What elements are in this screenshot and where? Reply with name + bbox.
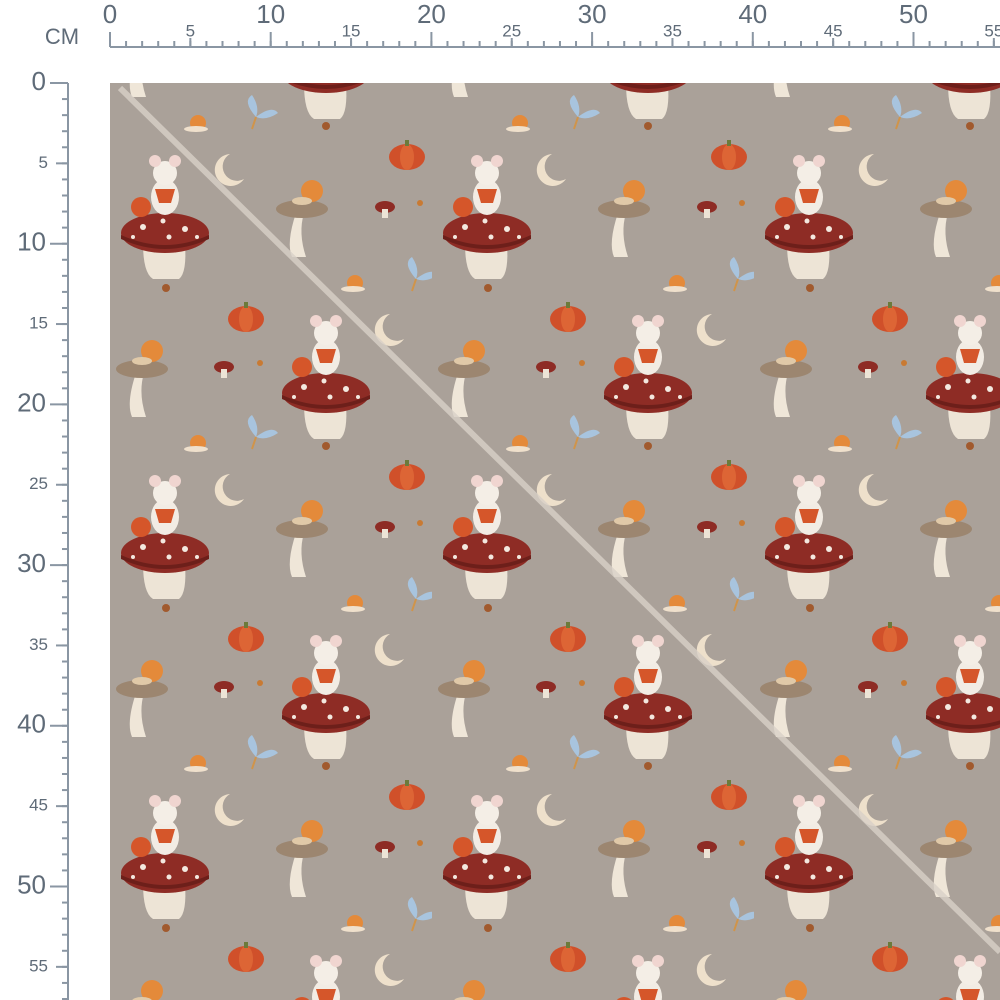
left-tick-label: 5: [39, 153, 48, 172]
fabric-swatch: [110, 83, 1000, 1000]
left-tick-label: 30: [17, 548, 46, 578]
left-tick-label: 35: [29, 635, 48, 654]
top-tick-label: 0: [103, 0, 117, 29]
ruler-ticks: 0 5 10 15 20 25 30 35 40 45 50 55 0 5 10 15 20 25 30 35 40 45…: [17, 0, 1000, 1000]
left-tick-label: 15: [29, 314, 48, 333]
left-tick-label: 55: [29, 956, 48, 975]
top-tick-label: 15: [342, 21, 361, 40]
top-tick-label: 35: [663, 21, 682, 40]
top-tick-label: 45: [824, 21, 843, 40]
top-tick-label: 25: [502, 21, 521, 40]
left-tick-label: 20: [17, 387, 46, 417]
left-tick-label: 45: [29, 796, 48, 815]
unit-label: CM: [45, 24, 79, 49]
left-tick-label: 50: [17, 869, 46, 899]
top-tick-label: 20: [417, 0, 446, 29]
top-tick-label: 55: [984, 21, 1000, 40]
top-tick-label: 30: [578, 0, 607, 29]
top-tick-label: 10: [256, 0, 285, 29]
left-tick-label: 10: [17, 227, 46, 257]
fold-line: [117, 85, 1000, 955]
top-tick-label: 50: [899, 0, 928, 29]
left-tick-label: 25: [29, 474, 48, 493]
left-tick-label: 0: [32, 66, 46, 96]
top-tick-label: 40: [738, 0, 767, 29]
top-tick-label: 5: [186, 21, 195, 40]
left-tick-label: 40: [17, 709, 46, 739]
